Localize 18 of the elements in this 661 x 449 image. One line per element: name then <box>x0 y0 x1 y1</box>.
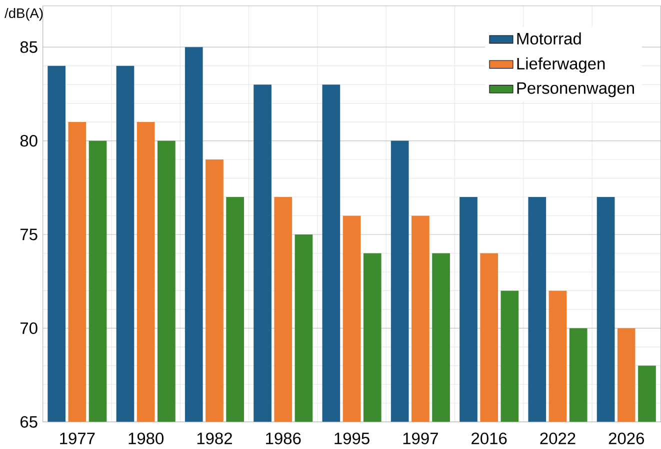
x-tick-label: 2026 <box>608 432 644 444</box>
legend-label: Motorrad <box>517 32 581 45</box>
x-tick-label: 1995 <box>334 432 370 444</box>
y-tick-label: 65 <box>20 416 38 428</box>
y-tick-label: 70 <box>20 322 38 334</box>
x-tick-label: 1980 <box>128 432 164 444</box>
y-axis-title: /dB(A) <box>4 8 43 21</box>
x-tick-label: 2022 <box>540 432 576 444</box>
y-tick-label: 75 <box>20 228 38 240</box>
x-tick-label: 2016 <box>472 432 507 444</box>
x-tick-label: 1977 <box>60 432 95 444</box>
x-tick-label: 1982 <box>197 432 232 444</box>
x-tick-label: 1986 <box>266 432 301 444</box>
y-tick-label: 85 <box>20 41 38 53</box>
x-tick-label: 1997 <box>403 432 438 444</box>
legend-label: Lieferwagen <box>517 58 605 73</box>
legend-label: Personenwagen <box>517 82 634 98</box>
y-tick-label: 80 <box>20 135 38 147</box>
